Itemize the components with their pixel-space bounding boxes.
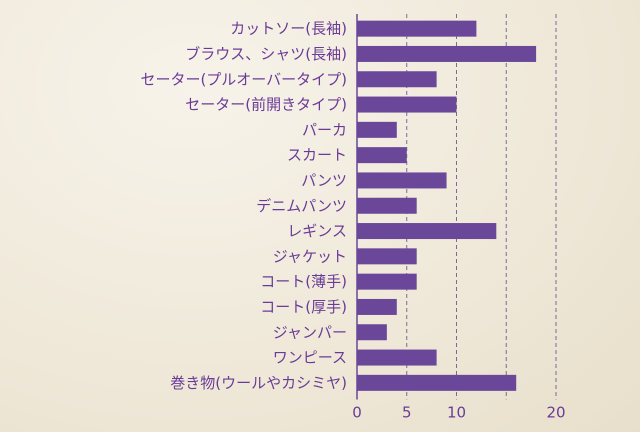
category-label-10: コート(薄手) (260, 273, 347, 291)
bar-2 (357, 71, 437, 88)
category-label-14: 巻き物(ウールやカシミヤ) (170, 374, 347, 392)
x-tick-label-0: 0 (352, 404, 362, 422)
category-label-7: デニムパンツ (256, 197, 347, 215)
category-label-6: パンツ (301, 171, 347, 189)
bar-12 (357, 324, 387, 341)
category-label-8: レギンス (287, 222, 347, 240)
category-label-1: ブラウス、シャツ(長袖) (185, 45, 347, 63)
bar-11 (357, 298, 397, 315)
category-label-0: カットソー(長袖) (230, 20, 347, 38)
category-label-5: スカート (287, 146, 347, 164)
bar-14 (357, 374, 517, 391)
category-label-11: コート(厚手) (260, 298, 347, 316)
x-tick-labels: 0 5 10 20 (352, 404, 565, 422)
bar-1 (357, 45, 537, 62)
bar-0 (357, 20, 477, 37)
category-label-13: ワンピース (273, 349, 347, 367)
category-label-12: ジャンパー (273, 323, 347, 341)
category-label-4: パーカ (302, 121, 347, 139)
bar-5 (357, 147, 407, 164)
bar-3 (357, 96, 457, 113)
category-label-9: ジャケット (273, 247, 347, 265)
category-labels: カットソー(長袖) ブラウス、シャツ(長袖) セーター(プルオーバータイプ) セーター… (140, 20, 347, 392)
category-label-3: セーター(前開きタイプ) (185, 96, 347, 114)
category-label-2: セーター(プルオーバータイプ) (140, 70, 347, 88)
x-tick-label-5: 5 (402, 404, 412, 422)
bar-6 (357, 172, 447, 189)
bar-4 (357, 121, 397, 138)
bars (357, 20, 537, 391)
bar-13 (357, 349, 437, 366)
x-tick-label-10: 10 (447, 404, 466, 422)
bar-9 (357, 248, 417, 265)
bar-10 (357, 273, 417, 290)
bar-8 (357, 223, 497, 240)
x-tick-label-20: 20 (546, 404, 565, 422)
bar-7 (357, 197, 417, 214)
